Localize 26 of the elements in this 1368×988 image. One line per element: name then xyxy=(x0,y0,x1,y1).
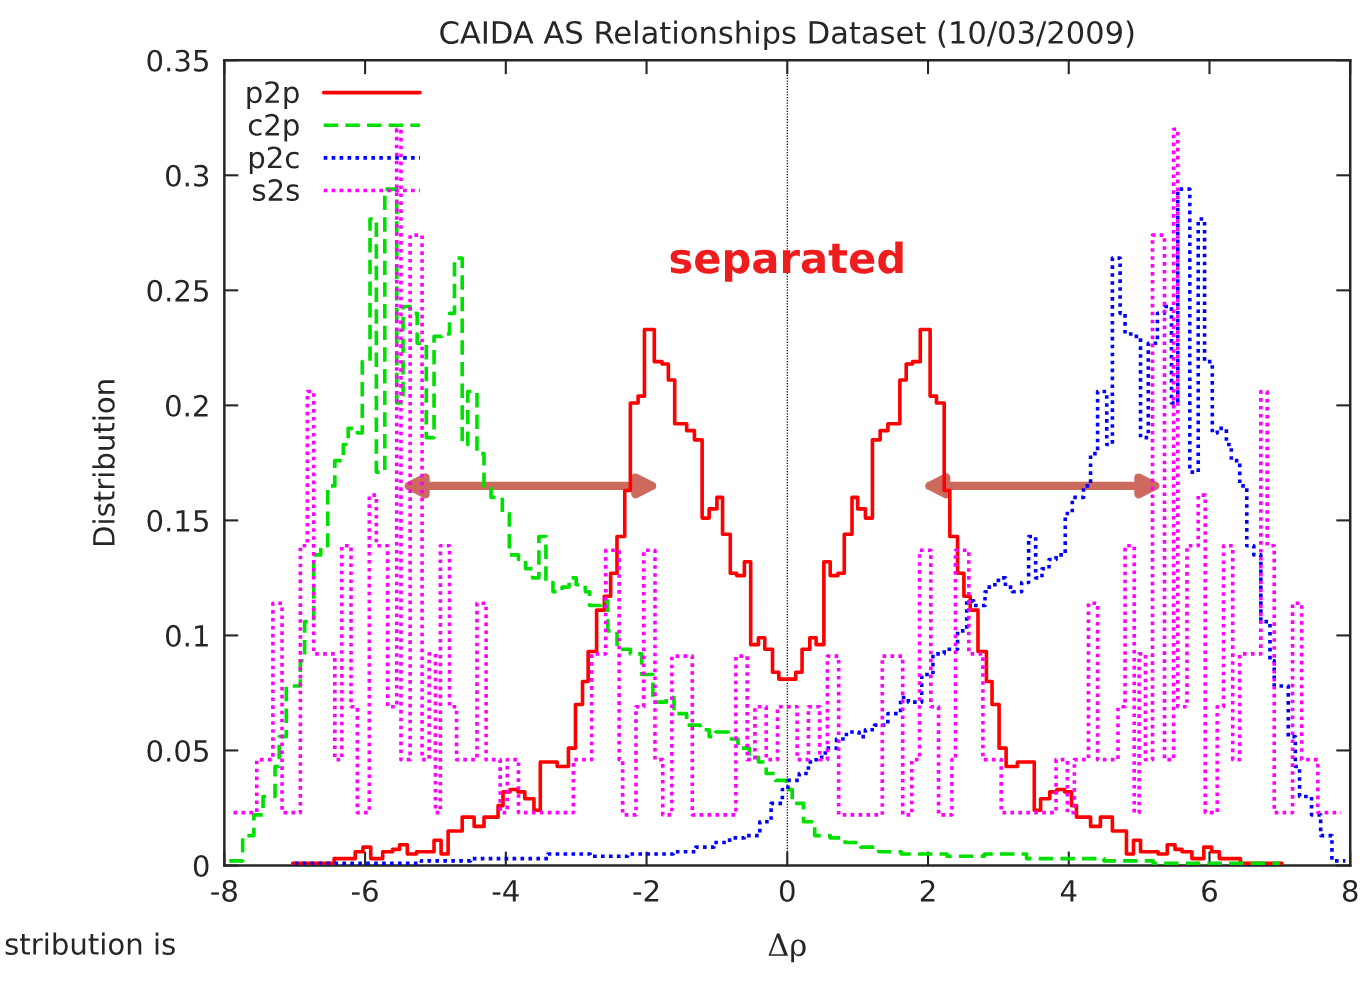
x-tick-label: 6 xyxy=(1202,879,1217,902)
y-tick-label: 0.25 xyxy=(147,279,208,302)
legend-label: s2s xyxy=(252,179,299,202)
x-tick-label: 2 xyxy=(920,879,935,902)
x-tick-label: 4 xyxy=(1060,880,1077,902)
y-tick-label: 0 xyxy=(193,854,209,877)
x-tick-label: -2 xyxy=(633,879,659,902)
x-tick-label: 0 xyxy=(779,879,795,902)
y-tick-label: 0.1 xyxy=(166,624,208,647)
text: stribution is xyxy=(5,932,175,955)
x-tick-label: 8 xyxy=(1342,879,1358,902)
legend-label: p2p xyxy=(247,81,299,109)
legend-label: c2p xyxy=(248,113,299,142)
y-tick-label: 0.2 xyxy=(166,394,208,417)
x-axis-title: Δρ xyxy=(768,933,806,963)
legend-label: p2c xyxy=(249,146,299,175)
x-tick-label: -4 xyxy=(492,880,519,902)
y-tick-label: 0.15 xyxy=(147,509,208,532)
x-tick-label: -6 xyxy=(351,879,378,902)
chart-title: CAIDA AS Relationships Dataset (10/03/2009) xyxy=(440,20,1134,50)
y-axis-title: Distribution xyxy=(92,380,115,546)
annotation: separated xyxy=(670,241,903,282)
y-tick-label: 0.35 xyxy=(147,49,208,72)
y-tick-label: 0.3 xyxy=(166,164,209,187)
y-tick-label: 0.05 xyxy=(147,739,208,762)
x-tick-label: -8 xyxy=(211,879,237,902)
